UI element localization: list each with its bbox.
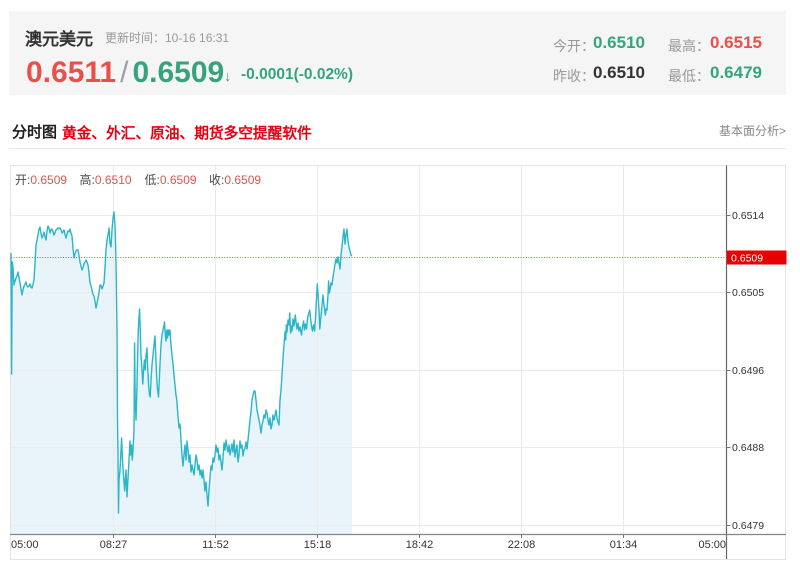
svg-text:11:52: 11:52 xyxy=(202,539,229,551)
svg-text:0.6509: 0.6509 xyxy=(731,253,763,265)
svg-text:15:18: 15:18 xyxy=(304,539,332,551)
svg-text:0.6514: 0.6514 xyxy=(732,210,764,222)
svg-text:18:42: 18:42 xyxy=(406,539,434,551)
svg-text:01:34: 01:34 xyxy=(610,539,638,551)
svg-text:0.6505: 0.6505 xyxy=(732,287,764,299)
svg-text:开:0.6509: 开:0.6509 xyxy=(15,173,67,187)
svg-text:0.6496: 0.6496 xyxy=(732,365,764,377)
svg-text:高:0.6510: 高:0.6510 xyxy=(80,172,132,187)
svg-text:收:0.6509: 收:0.6509 xyxy=(209,173,261,187)
svg-text:低:0.6509: 低:0.6509 xyxy=(145,173,197,187)
svg-text:22:08: 22:08 xyxy=(508,539,536,551)
svg-text:05:00: 05:00 xyxy=(698,539,726,551)
svg-text:0.6479: 0.6479 xyxy=(732,520,764,532)
svg-text:05:00: 05:00 xyxy=(11,539,39,551)
svg-text:08:27: 08:27 xyxy=(100,539,128,551)
svg-text:0.6488: 0.6488 xyxy=(732,442,764,454)
